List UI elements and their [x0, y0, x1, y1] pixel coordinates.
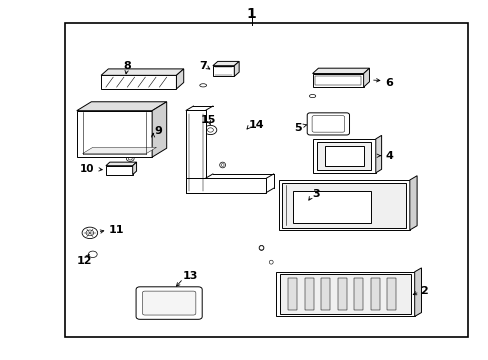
- Polygon shape: [82, 147, 156, 154]
- Ellipse shape: [221, 163, 224, 166]
- Polygon shape: [337, 278, 346, 310]
- Ellipse shape: [219, 162, 225, 168]
- Circle shape: [128, 157, 132, 160]
- Circle shape: [193, 126, 199, 130]
- Text: 8: 8: [122, 62, 130, 71]
- Polygon shape: [212, 62, 239, 66]
- Polygon shape: [77, 102, 166, 111]
- Polygon shape: [363, 68, 369, 87]
- Text: 13: 13: [182, 271, 197, 282]
- Text: 3: 3: [312, 189, 320, 199]
- Polygon shape: [304, 278, 313, 310]
- FancyBboxPatch shape: [142, 291, 196, 315]
- Ellipse shape: [200, 84, 206, 87]
- Polygon shape: [101, 75, 176, 89]
- Polygon shape: [315, 76, 360, 85]
- Text: 10: 10: [80, 164, 95, 174]
- FancyBboxPatch shape: [311, 116, 344, 132]
- Polygon shape: [101, 69, 183, 75]
- Text: 2: 2: [420, 286, 427, 296]
- Ellipse shape: [259, 246, 264, 250]
- Polygon shape: [276, 272, 414, 316]
- Polygon shape: [152, 102, 166, 157]
- Polygon shape: [370, 278, 379, 310]
- Polygon shape: [375, 135, 381, 173]
- Circle shape: [88, 251, 97, 257]
- Polygon shape: [280, 274, 410, 314]
- Circle shape: [193, 169, 199, 173]
- Polygon shape: [186, 111, 205, 193]
- Polygon shape: [312, 139, 375, 173]
- Circle shape: [203, 125, 216, 135]
- Polygon shape: [409, 176, 416, 230]
- Polygon shape: [414, 268, 421, 316]
- Circle shape: [193, 148, 199, 152]
- Polygon shape: [106, 166, 132, 175]
- Circle shape: [86, 230, 94, 236]
- Polygon shape: [106, 162, 136, 166]
- Text: 11: 11: [108, 225, 123, 235]
- Polygon shape: [278, 180, 409, 230]
- Bar: [64, 23, 467, 337]
- Polygon shape: [321, 278, 329, 310]
- Ellipse shape: [309, 94, 315, 98]
- Text: 9: 9: [154, 126, 162, 136]
- Polygon shape: [312, 73, 363, 87]
- Ellipse shape: [269, 260, 273, 264]
- Text: 6: 6: [385, 78, 392, 88]
- Text: 7: 7: [199, 61, 206, 71]
- Circle shape: [126, 156, 134, 161]
- Text: 4: 4: [385, 151, 392, 161]
- Polygon shape: [317, 142, 370, 170]
- Circle shape: [82, 227, 98, 239]
- Text: 1: 1: [246, 7, 256, 21]
- Polygon shape: [292, 191, 370, 223]
- FancyBboxPatch shape: [306, 113, 349, 135]
- Polygon shape: [386, 278, 395, 310]
- Text: 15: 15: [200, 115, 215, 125]
- Circle shape: [207, 128, 213, 132]
- Polygon shape: [282, 183, 405, 228]
- Polygon shape: [212, 66, 234, 76]
- FancyBboxPatch shape: [136, 287, 202, 319]
- Polygon shape: [324, 146, 363, 166]
- Polygon shape: [354, 278, 363, 310]
- Text: 14: 14: [248, 120, 264, 130]
- Polygon shape: [77, 111, 152, 157]
- Text: 5: 5: [294, 123, 301, 133]
- Polygon shape: [176, 69, 183, 89]
- Text: 12: 12: [76, 256, 92, 266]
- Polygon shape: [132, 162, 136, 175]
- Polygon shape: [186, 178, 266, 193]
- Polygon shape: [312, 68, 369, 73]
- Polygon shape: [287, 278, 296, 310]
- Polygon shape: [234, 62, 239, 76]
- Ellipse shape: [259, 246, 263, 250]
